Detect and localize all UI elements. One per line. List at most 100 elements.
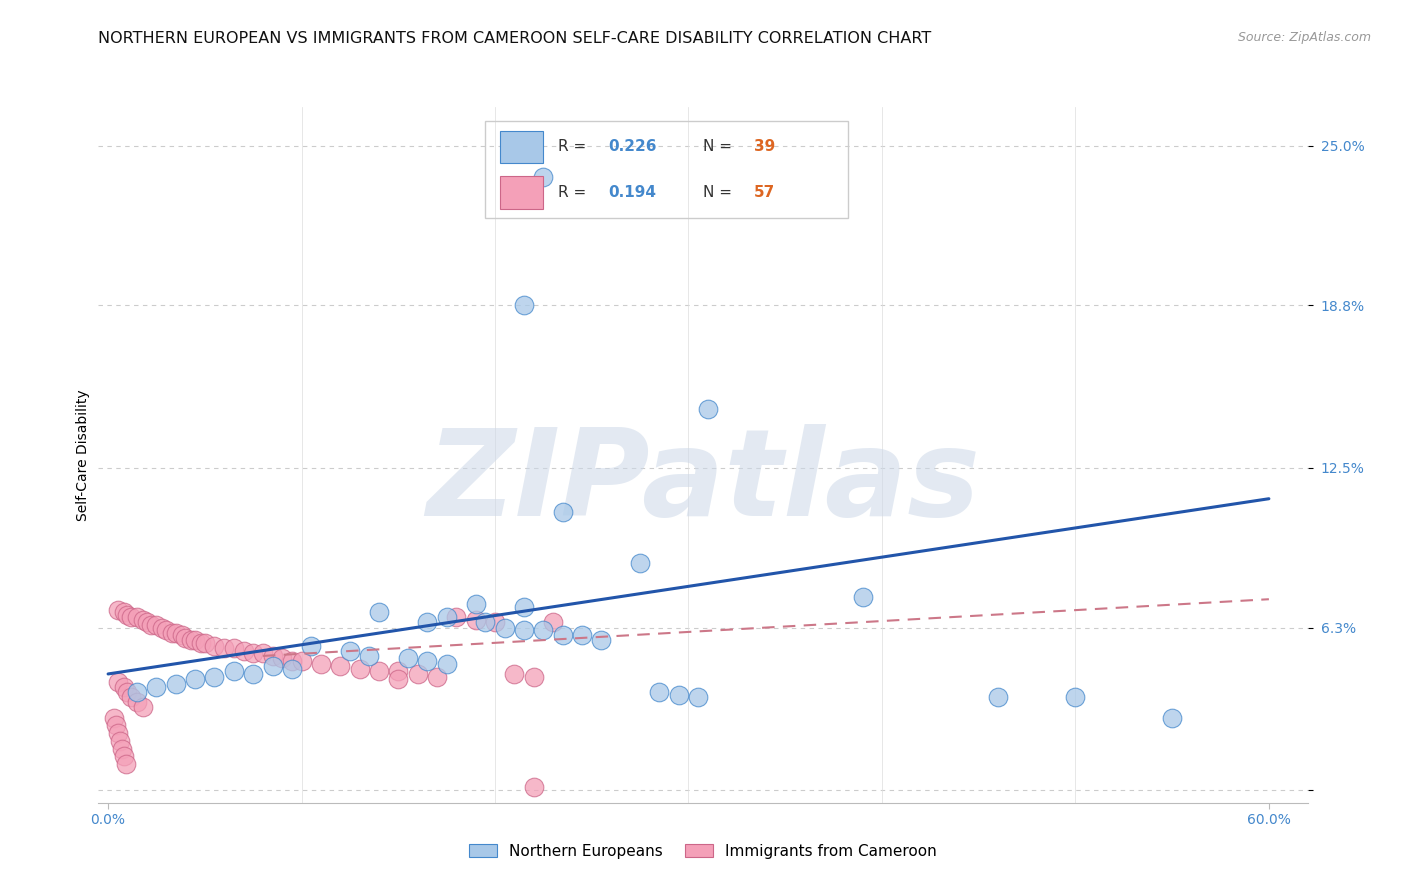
Point: [132, 700, 155, 714]
Point: [160, 625, 183, 640]
Point: [139, 618, 162, 632]
Point: [107, 726, 129, 740]
Point: [474, 615, 496, 630]
Point: [180, 633, 202, 648]
Point: [190, 636, 212, 650]
Point: [127, 695, 149, 709]
Text: ZIPatlas: ZIPatlas: [426, 425, 980, 541]
Point: [271, 651, 294, 665]
Point: [155, 623, 177, 637]
Point: [242, 646, 264, 660]
Point: [262, 659, 284, 673]
Point: [406, 667, 429, 681]
Point: [852, 590, 875, 604]
Point: [531, 169, 554, 184]
Point: [349, 662, 371, 676]
Point: [262, 648, 284, 663]
Point: [648, 685, 671, 699]
Point: [513, 599, 536, 614]
Point: [1064, 690, 1087, 705]
Point: [359, 648, 381, 663]
Point: [165, 625, 187, 640]
Point: [104, 718, 127, 732]
Point: [107, 674, 129, 689]
Point: [464, 598, 486, 612]
Point: [242, 667, 264, 681]
Point: [212, 641, 235, 656]
Point: [184, 672, 207, 686]
Point: [252, 646, 274, 660]
Point: [281, 662, 304, 676]
Point: [339, 644, 361, 658]
Point: [668, 688, 690, 702]
Point: [145, 680, 167, 694]
Point: [368, 665, 391, 679]
Point: [232, 644, 254, 658]
Point: [368, 605, 391, 619]
Point: [112, 605, 135, 619]
Point: [120, 610, 142, 624]
Point: [628, 556, 651, 570]
Text: Source: ZipAtlas.com: Source: ZipAtlas.com: [1237, 31, 1371, 45]
Point: [523, 669, 546, 683]
Point: [299, 639, 322, 653]
Point: [127, 685, 149, 699]
Point: [426, 669, 449, 683]
Point: [551, 628, 574, 642]
Point: [387, 665, 409, 679]
Y-axis label: Self-Care Disability: Self-Care Disability: [76, 389, 90, 521]
Point: [446, 610, 468, 624]
Point: [281, 654, 304, 668]
Point: [571, 628, 593, 642]
Point: [112, 680, 135, 694]
Point: [117, 685, 139, 699]
Point: [513, 298, 536, 312]
Point: [436, 657, 458, 671]
Point: [987, 690, 1010, 705]
Point: [329, 659, 352, 673]
Legend: Northern Europeans, Immigrants from Cameroon: Northern Europeans, Immigrants from Came…: [463, 838, 943, 864]
Point: [194, 636, 217, 650]
Point: [494, 621, 516, 635]
Point: [484, 615, 506, 630]
Point: [222, 665, 245, 679]
Point: [523, 780, 546, 795]
Point: [688, 690, 710, 705]
Point: [114, 757, 136, 772]
Point: [222, 641, 245, 656]
Point: [591, 633, 613, 648]
Point: [416, 615, 439, 630]
Point: [112, 749, 135, 764]
Point: [103, 711, 125, 725]
Point: [503, 667, 526, 681]
Point: [1161, 711, 1184, 725]
Point: [204, 639, 226, 653]
Point: [135, 615, 157, 630]
Point: [150, 621, 173, 635]
Point: [396, 651, 419, 665]
Point: [309, 657, 332, 671]
Point: [107, 602, 129, 616]
Point: [132, 613, 155, 627]
Point: [436, 610, 458, 624]
Point: [551, 505, 574, 519]
Point: [696, 401, 718, 416]
Point: [204, 669, 226, 683]
Point: [531, 623, 554, 637]
Point: [174, 631, 197, 645]
Point: [120, 690, 142, 705]
Point: [145, 618, 167, 632]
Text: NORTHERN EUROPEAN VS IMMIGRANTS FROM CAMEROON SELF-CARE DISABILITY CORRELATION C: NORTHERN EUROPEAN VS IMMIGRANTS FROM CAM…: [98, 31, 932, 46]
Point: [170, 628, 193, 642]
Point: [387, 672, 409, 686]
Point: [541, 615, 564, 630]
Point: [108, 734, 131, 748]
Point: [290, 654, 312, 668]
Point: [117, 607, 139, 622]
Point: [165, 677, 187, 691]
Point: [416, 654, 439, 668]
Point: [111, 741, 134, 756]
Point: [127, 610, 149, 624]
Point: [184, 633, 207, 648]
Point: [513, 623, 536, 637]
